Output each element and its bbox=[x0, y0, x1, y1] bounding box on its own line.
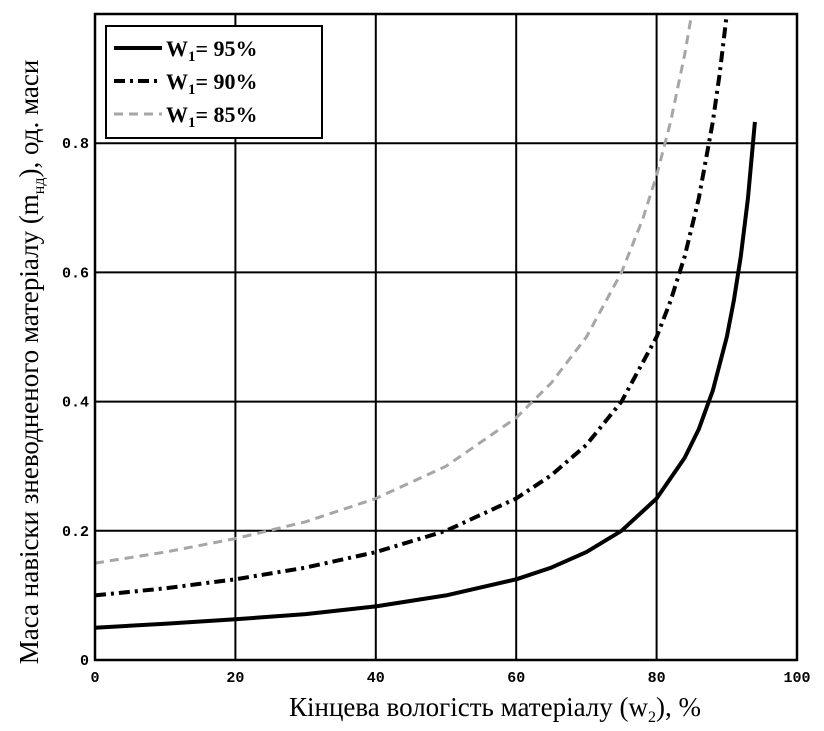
series-line-w1-85 bbox=[94, 13, 694, 565]
x-tick-label: 100 bbox=[783, 670, 810, 687]
x-axis-title: Кінцева вологість матеріалу (w2), % bbox=[289, 692, 701, 726]
x-axis-title-end: ), % bbox=[656, 692, 701, 722]
y-tick-labels: 0 0.2 0.4 0.6 0.8 bbox=[62, 136, 89, 670]
x-tick-labels: 0 20 40 60 80 100 bbox=[90, 670, 810, 687]
y-axis-title-sub: нд bbox=[31, 177, 48, 194]
y-axis-title-main: Маса навіски зневодненого матеріалу (m bbox=[14, 194, 44, 664]
y-axis-title-end: ), од. маси bbox=[14, 60, 44, 178]
y-tick-label: 0.4 bbox=[62, 395, 89, 412]
legend-label: W1= 90% bbox=[166, 69, 258, 98]
y-tick-label: 0.6 bbox=[62, 265, 89, 282]
plot-frame bbox=[93, 12, 799, 662]
grid-lines bbox=[95, 14, 797, 660]
x-tick-label: 60 bbox=[507, 670, 525, 687]
series-line-w1-95 bbox=[94, 121, 757, 630]
x-tick-label: 20 bbox=[226, 670, 244, 687]
legend-label: W1= 95% bbox=[166, 36, 258, 65]
x-axis-title-main: Кінцева вологість матеріалу (w bbox=[289, 692, 649, 722]
y-tick-label: 0.8 bbox=[62, 136, 89, 153]
legend: W1= 95% W1= 90% W1= 85% bbox=[105, 25, 323, 139]
legend-label: W1= 85% bbox=[166, 102, 258, 131]
series-line-w1-90 bbox=[94, 13, 729, 598]
x-axis-title-sub: 2 bbox=[648, 709, 656, 726]
x-tick-label: 0 bbox=[90, 670, 99, 687]
y-tick-label: 0.2 bbox=[62, 524, 89, 541]
y-tick-label: 0 bbox=[80, 653, 89, 670]
x-tick-label: 40 bbox=[367, 670, 385, 687]
y-axis-title: Маса навіски зневодненого матеріалу (mнд… bbox=[14, 60, 48, 665]
series-layer bbox=[94, 13, 757, 630]
x-tick-label: 80 bbox=[648, 670, 666, 687]
